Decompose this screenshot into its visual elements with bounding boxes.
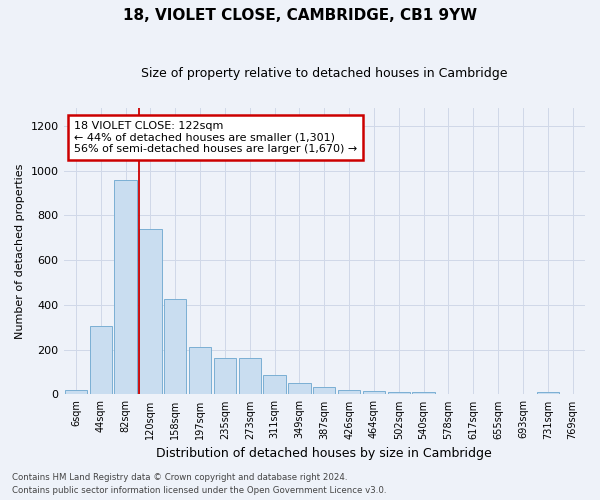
Text: 18 VIOLET CLOSE: 122sqm
← 44% of detached houses are smaller (1,301)
56% of semi: 18 VIOLET CLOSE: 122sqm ← 44% of detache… <box>74 121 357 154</box>
Bar <box>536 392 559 394</box>
Bar <box>263 376 286 394</box>
Bar <box>139 230 161 394</box>
Bar <box>189 348 211 395</box>
Bar <box>214 358 236 395</box>
Bar <box>89 326 112 394</box>
Bar <box>412 392 435 394</box>
Text: Contains HM Land Registry data © Crown copyright and database right 2024.
Contai: Contains HM Land Registry data © Crown c… <box>12 474 386 495</box>
Title: Size of property relative to detached houses in Cambridge: Size of property relative to detached ho… <box>141 68 508 80</box>
Bar <box>239 358 261 395</box>
Bar <box>288 383 311 394</box>
X-axis label: Distribution of detached houses by size in Cambridge: Distribution of detached houses by size … <box>157 447 492 460</box>
Y-axis label: Number of detached properties: Number of detached properties <box>15 164 25 339</box>
Bar <box>65 390 87 394</box>
Bar <box>164 300 187 394</box>
Text: 18, VIOLET CLOSE, CAMBRIDGE, CB1 9YW: 18, VIOLET CLOSE, CAMBRIDGE, CB1 9YW <box>123 8 477 22</box>
Bar <box>338 390 360 394</box>
Bar <box>115 180 137 394</box>
Bar <box>388 392 410 394</box>
Bar <box>313 386 335 394</box>
Bar <box>363 391 385 394</box>
